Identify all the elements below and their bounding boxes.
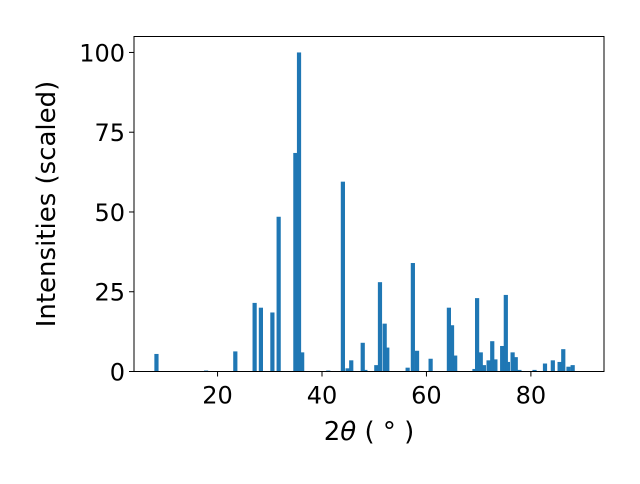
y-axis-ticks: 0 25 50 75 100 [79,39,134,387]
bar [550,360,555,372]
bar [446,307,451,372]
bar [428,358,433,372]
bar [475,298,480,372]
bar [542,363,548,372]
bar [154,353,159,372]
bar [513,357,518,372]
bar [276,216,281,372]
bar [252,302,257,372]
bar [510,352,515,372]
bar [478,352,483,372]
bar [410,263,415,372]
x-tick-label: 60 [411,382,442,410]
bar [296,52,302,372]
bar [493,359,498,372]
bar [570,365,575,372]
x-tick-label: 80 [516,382,547,410]
bar [472,368,477,372]
bar [233,351,238,372]
bar [349,360,354,372]
y-tick-label: 100 [79,39,125,67]
bar [503,294,508,372]
y-axis-label: Intensities (scaled) [32,81,62,328]
bar [517,369,522,372]
bar [486,360,491,372]
bar [449,325,455,372]
bar [414,350,420,372]
bar [360,342,365,372]
bar [377,282,383,372]
plot-frame [133,36,605,372]
bar [505,361,511,372]
x-axis-ticks: 20 40 60 80 [202,371,547,410]
bar [258,307,263,372]
bar [293,152,298,372]
y-tick-label: 75 [94,119,125,147]
bar [340,181,345,372]
bar [270,312,275,372]
y-tick-label: 50 [94,199,125,227]
x-tick-label: 20 [202,382,233,410]
bar [385,347,390,372]
x-axis-label: 2θ ( ° ) [324,417,415,447]
bar [566,366,571,372]
bar [405,367,410,372]
bar [561,349,566,372]
bar [300,352,305,372]
y-tick-label: 0 [110,359,125,387]
bar [532,369,537,372]
bar [481,365,486,372]
bar [453,355,458,372]
y-tick-label: 25 [94,279,125,307]
bar [345,368,350,372]
bar [363,369,368,372]
bar [500,345,505,372]
bar [490,341,495,372]
x-tick-label: 40 [307,382,338,410]
bar [557,361,562,372]
bar-series [154,52,575,372]
bar [374,365,379,372]
bar [382,323,387,372]
